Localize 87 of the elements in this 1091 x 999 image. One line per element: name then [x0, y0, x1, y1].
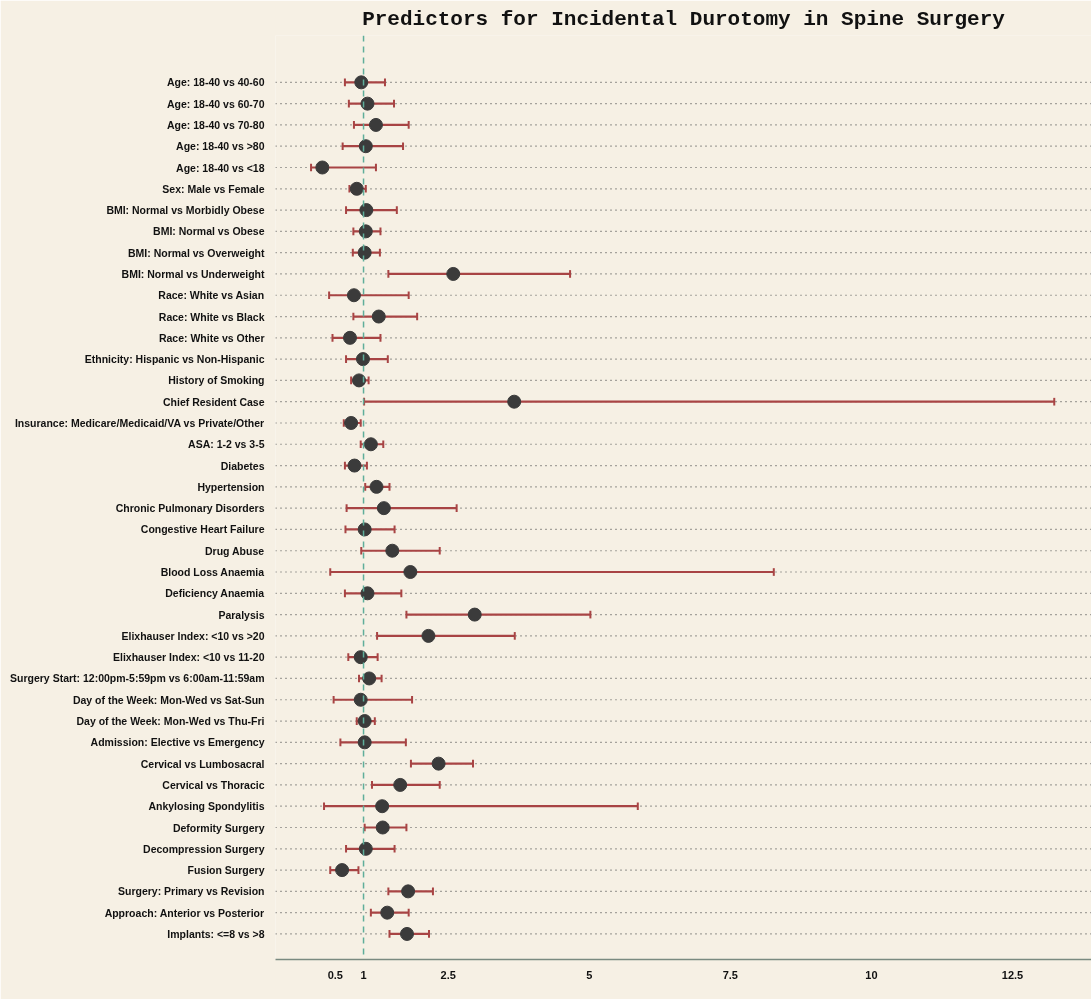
point — [403, 565, 418, 579]
y-tick-label: Race: White vs Other — [158, 331, 265, 344]
point — [357, 735, 372, 750]
y-tick-label: Age: 18-40 vs 40-60 — [167, 76, 265, 89]
y-tick-label: Surgery Start: 12:00pm-5:59pm vs 6:00am-11:59am — [10, 672, 265, 685]
y-tick-label: Sex: Male vs Female — [162, 182, 265, 195]
x-tick-label: 7.5 — [722, 968, 738, 981]
point — [371, 309, 386, 324]
point — [375, 799, 390, 814]
point — [360, 96, 375, 111]
point — [362, 671, 377, 686]
point — [421, 628, 436, 643]
x-tick-label: 0.5 — [327, 968, 343, 981]
point — [358, 139, 373, 154]
point — [360, 586, 375, 601]
y-tick-label: Ankylosing Spondylitis — [148, 800, 265, 813]
y-tick-label: Fusion Surgery — [187, 864, 265, 877]
point — [376, 501, 391, 516]
y-tick-label: Race: White vs Asian — [158, 289, 265, 302]
x-tick-label: 1 — [360, 968, 367, 981]
y-tick-label: Congestive Heart Failure — [140, 523, 265, 536]
y-tick-label: Race: White vs Black — [158, 310, 265, 323]
point — [358, 841, 373, 856]
point — [342, 330, 357, 345]
point — [368, 117, 383, 132]
y-tick-label: Day of the Week: Mon-Wed vs Sat-Sun — [72, 693, 265, 706]
x-tick-label: 5 — [586, 968, 593, 981]
point — [507, 394, 522, 409]
y-tick-label: Age: 18-40 vs 70-80 — [167, 118, 265, 131]
y-tick-label: Elixhauser Index: <10 vs 11-20 — [113, 651, 265, 664]
point — [315, 160, 330, 175]
y-tick-label: Deficiency Anaemia — [165, 587, 265, 600]
point — [380, 905, 395, 920]
y-tick-label: Drug Abuse — [205, 544, 265, 557]
point — [347, 458, 362, 473]
point — [385, 543, 400, 558]
y-tick-label: Age: 18-40 vs 60-70 — [167, 97, 265, 110]
y-tick-label: Blood Loss Anaemia — [160, 566, 265, 579]
point — [363, 437, 378, 452]
point — [354, 75, 369, 90]
y-tick-label: Elixhauser Index: <10 vs >20 — [121, 629, 265, 642]
point — [431, 756, 446, 771]
y-tick-label: Paralysis — [218, 608, 265, 621]
y-tick-label: BMI: Normal vs Underweight — [121, 267, 265, 280]
point — [357, 714, 372, 729]
point — [358, 224, 373, 239]
x-tick-label: 12.5 — [1001, 968, 1024, 981]
y-tick-label: Deformity Surgery — [172, 821, 265, 834]
point — [355, 352, 370, 367]
y-tick-label: Decompression Surgery — [143, 842, 265, 855]
point — [446, 266, 461, 281]
x-tick-label: 10 — [865, 968, 878, 981]
y-tick-label: BMI: Normal vs Obese — [153, 225, 265, 238]
point — [399, 926, 414, 941]
point — [369, 479, 384, 494]
point — [353, 692, 368, 707]
point — [375, 820, 390, 835]
point — [357, 522, 372, 537]
point — [335, 863, 350, 878]
point — [401, 884, 416, 899]
y-tick-label: Ethnicity: Hispanic vs Non-Hispanic — [84, 353, 265, 366]
y-tick-label: Cervical vs Lumbosacral — [140, 757, 265, 770]
y-tick-label: ASA: 1-2 vs 3-5 — [188, 438, 265, 451]
y-tick-label: Hypertension — [197, 480, 265, 493]
point — [467, 607, 482, 622]
y-tick-label: Diabetes — [220, 459, 265, 472]
y-tick-label: Chronic Pulmonary Disorders — [115, 502, 265, 515]
y-tick-label: Insurance: Medicare/Medicaid/VA vs Private/Other — [14, 416, 265, 429]
y-tick-label: BMI: Normal vs Morbidly Obese — [106, 204, 265, 217]
point — [346, 288, 361, 303]
point — [353, 650, 368, 665]
point — [393, 777, 408, 792]
chart-title: Predictors for Incidental Durotomy in Spine Surgery — [362, 7, 1006, 31]
y-tick-label: Implants: <=8 vs >8 — [167, 927, 265, 940]
y-tick-label: Age: 18-40 vs <18 — [176, 161, 265, 174]
y-tick-label: Age: 18-40 vs >80 — [176, 140, 265, 153]
y-tick-label: Approach: Anterior vs Posterior — [104, 906, 265, 919]
x-tick-label: 2.5 — [440, 968, 456, 981]
point — [357, 245, 372, 260]
y-tick-label: Chief Resident Case — [162, 395, 265, 408]
y-tick-label: Surgery: Primary vs Revision — [118, 885, 265, 898]
y-tick-label: Cervical vs Thoracic — [162, 778, 265, 791]
y-tick-label: History of Smoking — [168, 374, 265, 387]
point — [359, 203, 374, 218]
y-tick-label: BMI: Normal vs Overweight — [127, 246, 265, 259]
y-tick-label: Day of the Week: Mon-Wed vs Thu-Fri — [76, 715, 265, 728]
y-tick-label: Admission: Elective vs Emergency — [90, 736, 265, 749]
